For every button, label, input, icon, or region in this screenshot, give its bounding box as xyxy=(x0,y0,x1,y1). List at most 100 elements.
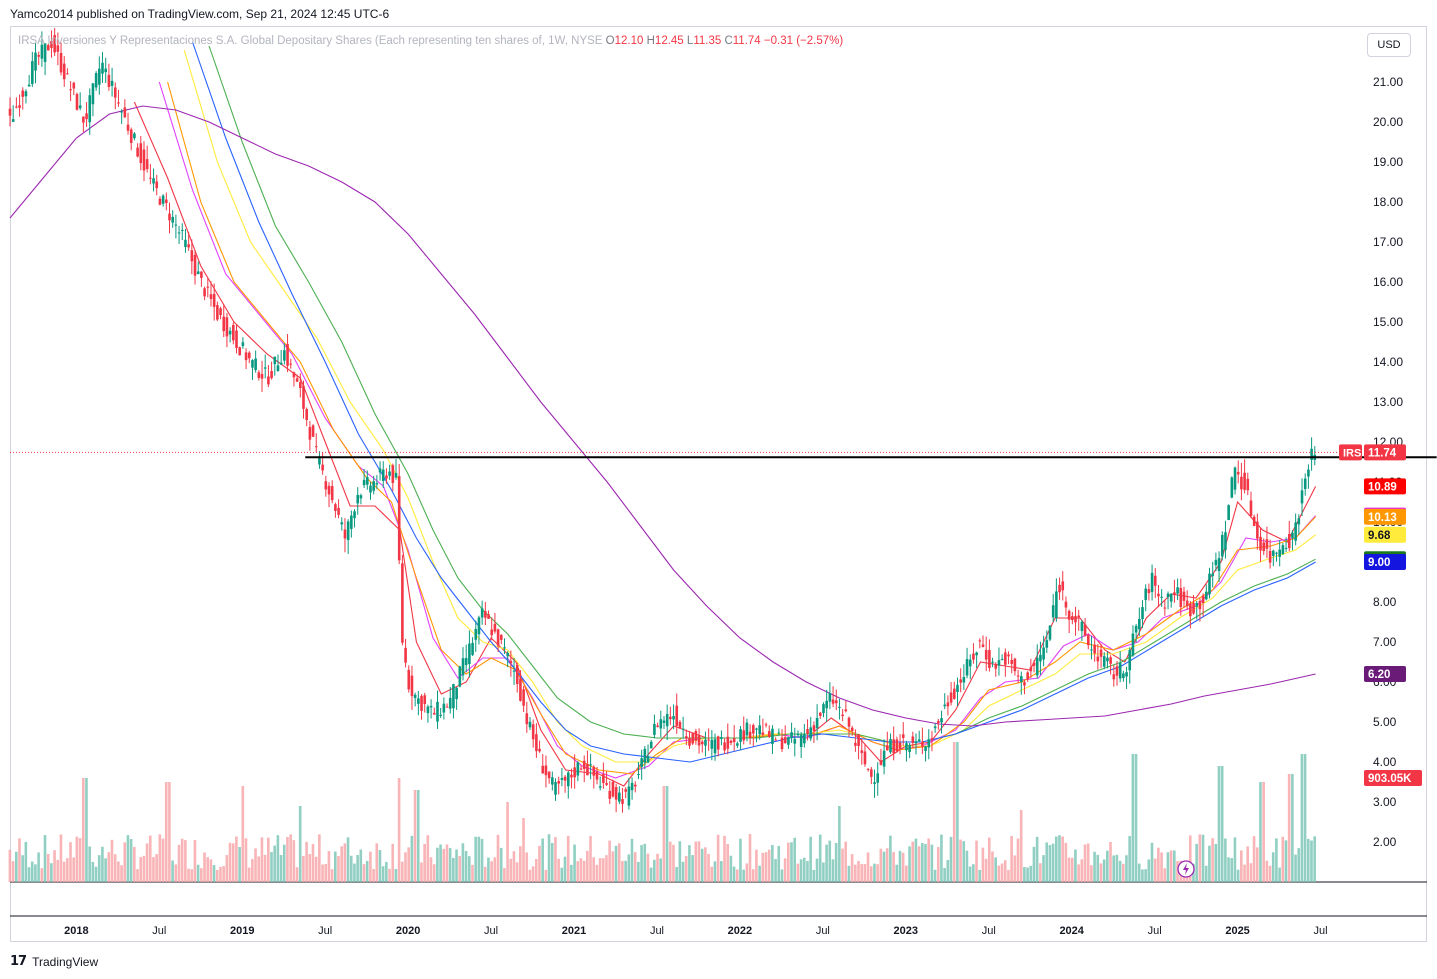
volume-bar xyxy=(713,861,717,882)
candle xyxy=(886,731,889,751)
candle-body xyxy=(1125,672,1128,677)
candle-body xyxy=(436,701,439,722)
volume-bar xyxy=(981,847,985,882)
candle xyxy=(420,694,423,720)
candle-body xyxy=(289,363,293,365)
candle-body xyxy=(426,706,430,714)
candle-body xyxy=(962,677,966,683)
candle xyxy=(171,210,174,228)
candle xyxy=(1058,577,1061,600)
candle xyxy=(984,636,988,672)
candle-body xyxy=(78,105,82,109)
candle-body xyxy=(796,734,800,736)
candle-body xyxy=(1039,654,1042,662)
candle-body xyxy=(448,697,452,709)
volume-bar xyxy=(1252,836,1256,882)
candle-body xyxy=(381,469,385,481)
candle xyxy=(809,716,813,742)
candle xyxy=(1169,593,1173,608)
candle xyxy=(161,194,165,207)
candle-body xyxy=(356,494,360,504)
volume-bar xyxy=(972,864,975,882)
candle xyxy=(484,601,487,626)
volume-bar xyxy=(1268,865,1272,882)
volume-bar xyxy=(790,842,793,882)
volume-bar xyxy=(493,857,497,882)
candle-body xyxy=(295,378,299,382)
candle-body xyxy=(1118,662,1122,679)
candle-body xyxy=(704,739,707,746)
volume-bar xyxy=(123,842,127,882)
line-ema_orange xyxy=(167,81,1317,775)
candle-body xyxy=(697,735,701,746)
candle-body xyxy=(1198,600,1202,610)
volume-bar xyxy=(627,854,631,882)
volume-bar xyxy=(474,836,477,882)
candle-body xyxy=(468,643,471,665)
time-tick-label: Jul xyxy=(1148,925,1162,937)
candle-body xyxy=(968,659,972,667)
volume-bar xyxy=(477,836,481,882)
candle xyxy=(455,686,458,710)
candle-body xyxy=(815,717,819,729)
candle-body xyxy=(908,744,911,752)
candle xyxy=(43,42,47,76)
candle-body xyxy=(1189,603,1192,617)
candle xyxy=(1192,595,1195,615)
candle-body xyxy=(286,343,289,366)
volume-bar xyxy=(684,856,688,882)
volume-bar xyxy=(88,846,91,882)
candle-body xyxy=(18,105,21,108)
currency-selector[interactable]: USD xyxy=(1367,33,1411,57)
candle-body xyxy=(420,695,423,711)
candle-body xyxy=(1010,660,1014,664)
candle-body xyxy=(149,177,152,179)
candle xyxy=(707,728,710,751)
candle-body xyxy=(327,485,331,495)
candle xyxy=(889,733,892,754)
volume-bar xyxy=(212,865,216,882)
volume-bar xyxy=(1016,838,1020,882)
volume-bar xyxy=(866,852,870,882)
candle xyxy=(761,718,765,738)
candle xyxy=(369,481,372,500)
volume-bar xyxy=(927,838,930,882)
volume-bar xyxy=(238,846,241,882)
candle xyxy=(937,719,940,730)
lightning-icon xyxy=(1177,860,1195,878)
candle-body xyxy=(573,767,576,778)
volume-bar xyxy=(818,834,822,882)
candle xyxy=(410,665,414,710)
volume-bar xyxy=(56,859,60,882)
volume-bar xyxy=(321,864,324,882)
series-tag: 6.20 xyxy=(1364,666,1406,682)
candle xyxy=(815,704,819,741)
volume-bar xyxy=(509,858,513,882)
candle-body xyxy=(200,271,203,278)
candle-body xyxy=(723,742,726,751)
volume-bar xyxy=(308,854,312,882)
volume-bar xyxy=(838,806,841,882)
candle-body xyxy=(129,129,133,143)
candle xyxy=(1176,578,1179,601)
candle-body xyxy=(633,784,637,787)
candle-body xyxy=(1310,448,1313,460)
volume-bar xyxy=(362,864,366,882)
candle-body xyxy=(1259,536,1262,551)
candle-body xyxy=(611,781,615,797)
candle xyxy=(72,81,76,96)
candle xyxy=(200,271,203,287)
candle xyxy=(618,786,621,805)
candle-body xyxy=(618,792,621,802)
candle xyxy=(439,708,442,719)
volume-bar xyxy=(987,837,991,882)
volume-bar xyxy=(994,857,997,882)
candle-body xyxy=(1185,600,1189,607)
candle-body xyxy=(1055,591,1058,618)
candle xyxy=(528,717,532,731)
candle xyxy=(152,168,155,192)
candle xyxy=(263,354,267,379)
candle xyxy=(605,771,608,787)
candle-body xyxy=(1262,542,1266,552)
